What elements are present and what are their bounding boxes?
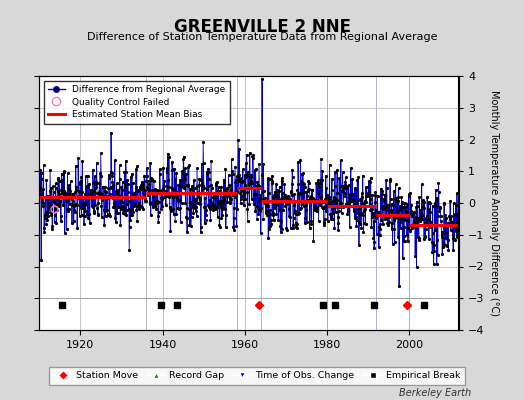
Legend: Difference from Regional Average, Quality Control Failed, Estimated Station Mean: Difference from Regional Average, Qualit…	[44, 80, 230, 124]
Y-axis label: Monthly Temperature Anomaly Difference (°C): Monthly Temperature Anomaly Difference (…	[488, 90, 499, 316]
Legend: Station Move, Record Gap, Time of Obs. Change, Empirical Break: Station Move, Record Gap, Time of Obs. C…	[49, 367, 465, 385]
Text: Berkeley Earth: Berkeley Earth	[399, 388, 472, 398]
Text: Difference of Station Temperature Data from Regional Average: Difference of Station Temperature Data f…	[87, 32, 437, 42]
Text: GREENVILLE 2 NNE: GREENVILLE 2 NNE	[173, 18, 351, 36]
